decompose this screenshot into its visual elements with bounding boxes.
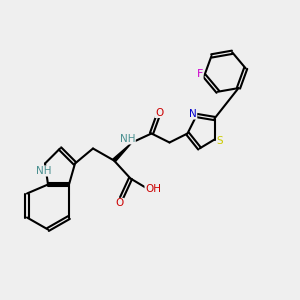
Text: NH: NH xyxy=(120,134,135,144)
Polygon shape xyxy=(113,142,132,162)
Text: F: F xyxy=(196,69,203,79)
Text: NH: NH xyxy=(36,166,51,176)
Text: O: O xyxy=(155,107,163,118)
Text: OH: OH xyxy=(145,184,161,194)
Text: O: O xyxy=(116,198,124,208)
Text: N: N xyxy=(189,109,197,119)
Text: S: S xyxy=(217,136,223,146)
